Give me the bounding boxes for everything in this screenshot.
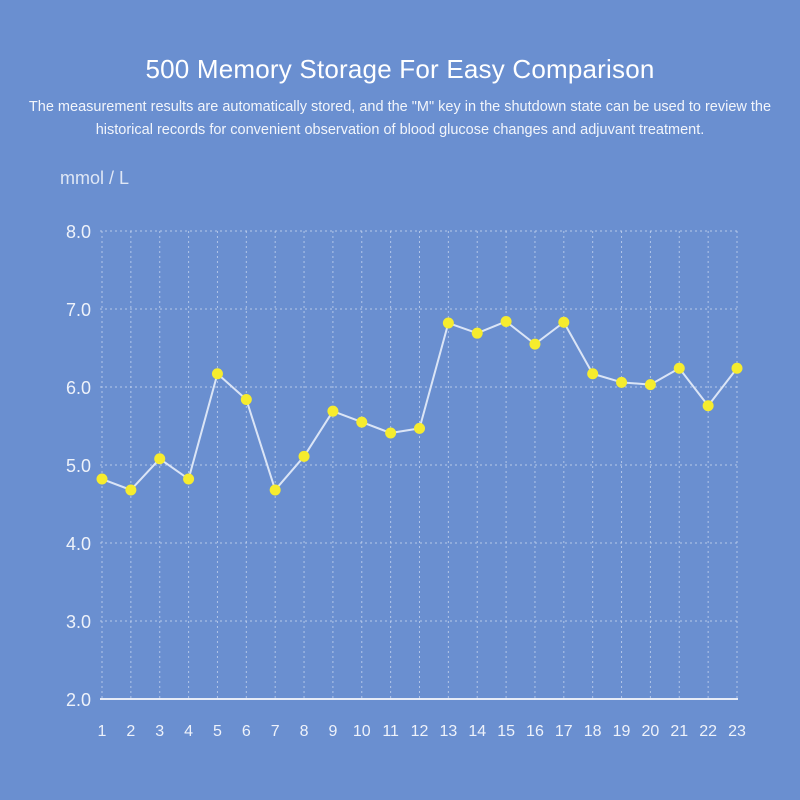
x-tick-label: 19 <box>613 723 631 740</box>
data-point <box>731 362 743 374</box>
x-tick-label: 10 <box>353 723 371 740</box>
x-tick-label: 4 <box>184 723 193 740</box>
x-tick-label: 16 <box>526 723 544 740</box>
data-point <box>644 379 656 391</box>
x-tick-label: 6 <box>242 723 251 740</box>
y-tick-label: 5.0 <box>66 456 91 476</box>
x-tick-label: 12 <box>411 723 429 740</box>
data-point <box>702 400 714 412</box>
x-tick-label: 11 <box>382 723 399 740</box>
data-point <box>673 362 685 374</box>
data-point <box>240 393 252 405</box>
y-tick-label: 8.0 <box>66 222 91 242</box>
data-point <box>385 427 397 439</box>
data-point <box>298 450 310 462</box>
x-tick-label: 15 <box>497 723 515 740</box>
data-point <box>558 316 570 328</box>
x-tick-label: 7 <box>271 723 280 740</box>
data-point <box>587 368 599 380</box>
y-tick-label: 2.0 <box>66 690 91 710</box>
x-tick-label: 5 <box>213 723 222 740</box>
subtitle-line-1: The measurement results are automaticall… <box>28 99 772 115</box>
x-tick-label: 2 <box>126 723 135 740</box>
data-point <box>327 405 339 417</box>
y-tick-label: 6.0 <box>66 378 91 398</box>
x-tick-label: 22 <box>699 723 717 740</box>
data-point <box>500 315 512 327</box>
data-point <box>211 368 223 380</box>
y-axis-unit-label: mmol / L <box>60 168 130 188</box>
x-tick-label: 17 <box>555 723 573 740</box>
data-point <box>269 484 281 496</box>
x-tick-label: 18 <box>584 723 602 740</box>
data-point <box>471 327 483 339</box>
x-tick-label: 1 <box>98 723 107 740</box>
y-tick-label: 3.0 <box>66 612 91 632</box>
x-tick-label: 13 <box>439 723 457 740</box>
data-point <box>414 422 425 434</box>
data-point <box>442 317 454 329</box>
data-point <box>96 473 108 485</box>
chart-subtitle: The measurement results are automaticall… <box>0 96 800 142</box>
y-tick-label: 4.0 <box>66 534 91 554</box>
x-tick-label: 9 <box>328 723 337 740</box>
x-tick-label: 14 <box>468 723 486 740</box>
data-point <box>529 338 541 350</box>
x-tick-label: 8 <box>300 723 309 740</box>
x-tick-label: 23 <box>728 723 746 740</box>
data-point <box>183 473 195 485</box>
subtitle-line-2: historical records for convenient observ… <box>95 122 705 138</box>
data-point <box>356 416 368 428</box>
y-tick-label: 7.0 <box>66 300 91 320</box>
data-point <box>154 453 166 465</box>
x-tick-label: 20 <box>642 723 660 740</box>
x-tick-label: 3 <box>155 723 164 740</box>
data-point <box>125 484 137 496</box>
chart-title: 500 Memory Storage For Easy Comparison <box>145 54 655 84</box>
data-point <box>616 376 628 388</box>
x-tick-label: 21 <box>670 723 688 740</box>
